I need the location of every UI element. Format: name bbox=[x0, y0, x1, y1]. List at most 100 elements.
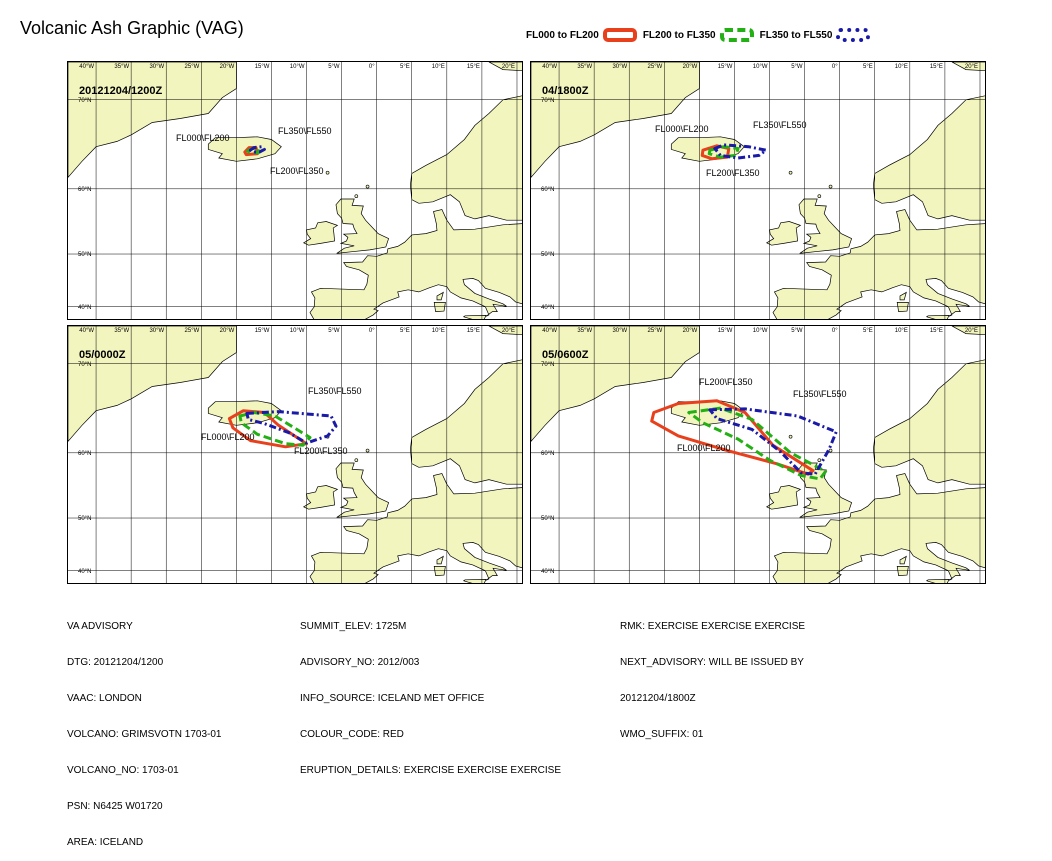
land-greenland bbox=[531, 326, 700, 442]
lon-tick-label: 0° bbox=[369, 64, 375, 70]
land-svalbard-tip bbox=[951, 62, 985, 72]
ash-level-label: FL350\FL550 bbox=[278, 126, 332, 136]
ash-level-label: FL350\FL550 bbox=[308, 386, 362, 396]
info-line: COLOUR_CODE: RED bbox=[300, 729, 404, 740]
legend-swatch-fl000-fl200 bbox=[602, 28, 637, 42]
map-panel-4[interactable]: 40°W 35°W 30°W 25°W 20°W 15°W 10°W 5°W 0° 5°E 10°E… bbox=[530, 325, 986, 584]
lon-tick-label: 15°E bbox=[930, 328, 943, 334]
panel-time-label: 05/0000Z bbox=[79, 349, 126, 361]
lon-tick-label: 5°W bbox=[328, 328, 340, 334]
ash-level-label: FL200\FL350 bbox=[706, 168, 760, 178]
legend-swatch-fl200-fl350 bbox=[719, 28, 754, 42]
land-greenland bbox=[531, 62, 700, 178]
lon-tick-label: 15°W bbox=[718, 328, 733, 334]
lon-tick-label: 25°W bbox=[648, 64, 663, 70]
ash-area-fl350-to-fl550[interactable] bbox=[708, 407, 838, 476]
lon-tick-label: 35°W bbox=[577, 64, 592, 70]
panel-time-label: 05/0600Z bbox=[542, 349, 589, 361]
info-line: INFO_SOURCE: ICELAND MET OFFICE bbox=[300, 693, 485, 704]
lat-tick-label: 40°N bbox=[541, 569, 554, 575]
ash-area-fl350-to-fl550[interactable] bbox=[245, 410, 338, 445]
land-great-britain bbox=[798, 198, 853, 254]
land-ireland bbox=[765, 485, 802, 510]
lat-tick-label: 70°N bbox=[78, 362, 91, 368]
land-sicily bbox=[462, 579, 487, 583]
ash-level-label: FL000\FL200 bbox=[677, 443, 731, 453]
legend-label-fl200-fl350: FL200 to FL350 bbox=[642, 29, 716, 41]
lon-tick-label: 10°E bbox=[432, 64, 445, 70]
ash-area-fl200-to-fl350[interactable] bbox=[687, 406, 828, 481]
lon-tick-label: 10°W bbox=[290, 328, 305, 334]
legend-label-fl350-fl550: FL350 to FL550 bbox=[759, 29, 833, 41]
land-islet bbox=[788, 434, 793, 439]
ash-area-fl350-to-fl550[interactable] bbox=[713, 143, 768, 160]
map-panel-1[interactable]: 40°W 35°W 30°W 25°W 20°W 15°W 10°W 5°W 0° 5°E 10°E… bbox=[67, 61, 523, 320]
land-svalbard-tip bbox=[488, 326, 522, 336]
lon-tick-label: 15°E bbox=[930, 64, 943, 70]
map-canvas: 40°W 35°W 30°W 25°W 20°W 15°W 10°W 5°W 0° 5°E 10°E… bbox=[531, 326, 985, 583]
lat-tick-label: 70°N bbox=[541, 362, 554, 368]
ash-area-fl350-to-fl550[interactable] bbox=[248, 145, 266, 154]
map-canvas: 40°W 35°W 30°W 25°W 20°W 15°W 10°W 5°W 0° 5°E 10°E… bbox=[68, 326, 522, 583]
lon-tick-label: 5°E bbox=[400, 64, 410, 70]
lat-tick-label: 70°N bbox=[541, 98, 554, 104]
lon-tick-label: 20°E bbox=[502, 328, 515, 334]
lon-tick-label: 10°W bbox=[753, 328, 768, 334]
land-continent bbox=[772, 473, 985, 583]
lon-tick-label: 10°E bbox=[432, 328, 445, 334]
info-line: VOLCANO: GRIMSVOTN 1703-01 bbox=[67, 729, 222, 740]
ash-level-label: FL350\FL550 bbox=[753, 120, 807, 130]
land-great-britain bbox=[335, 198, 390, 254]
lon-tick-label: 20°E bbox=[965, 328, 978, 334]
land-sicily bbox=[925, 579, 950, 583]
info-line: ADVISORY_NO: 2012/003 bbox=[300, 657, 420, 668]
land-ireland bbox=[302, 221, 339, 246]
lon-tick-label: 40°W bbox=[79, 328, 94, 334]
advisory-info-col2: SUMMIT_ELEV: 1725M ADVISORY_NO: 2012/003… bbox=[300, 597, 561, 789]
ash-level-label: FL200\FL350 bbox=[699, 377, 753, 387]
ash-level-label: FL000\FL200 bbox=[176, 133, 230, 143]
ash-area-fl200-to-fl350[interactable] bbox=[707, 145, 740, 159]
lon-tick-label: 15°W bbox=[255, 328, 270, 334]
lat-tick-label: 60°N bbox=[541, 451, 554, 457]
lon-tick-label: 5°E bbox=[863, 328, 873, 334]
panel-time-label: 04/1800Z bbox=[542, 85, 589, 97]
land-greenland bbox=[68, 62, 237, 178]
info-line: AREA: ICELAND bbox=[67, 837, 144, 848]
lat-tick-label: 70°N bbox=[78, 98, 91, 104]
land-corsica bbox=[436, 555, 444, 565]
lon-tick-label: 35°W bbox=[114, 328, 129, 334]
info-line: PSN: N6425 W01720 bbox=[67, 801, 163, 812]
map-canvas: 40°W 35°W 30°W 25°W 20°W 15°W 10°W 5°W 0° 5°E 10°E… bbox=[68, 62, 522, 319]
lon-tick-label: 5°E bbox=[863, 64, 873, 70]
info-line: VA ADVISORY bbox=[67, 621, 133, 632]
lon-tick-label: 20°W bbox=[220, 64, 235, 70]
lon-tick-label: 25°W bbox=[185, 64, 200, 70]
map-panel-2[interactable]: 40°W 35°W 30°W 25°W 20°W 15°W 10°W 5°W 0° 5°E 10°E… bbox=[530, 61, 986, 320]
lon-tick-label: 15°W bbox=[718, 64, 733, 70]
lon-tick-label: 0° bbox=[832, 64, 838, 70]
lon-tick-label: 5°W bbox=[791, 64, 803, 70]
info-line: WMO_SUFFIX: 01 bbox=[620, 729, 704, 740]
lon-tick-label: 40°W bbox=[79, 64, 94, 70]
land-greenland bbox=[68, 326, 237, 442]
info-line: ERUPTION_DETAILS: EXERCISE EXERCISE EXER… bbox=[300, 765, 561, 776]
map-canvas: 40°W 35°W 30°W 25°W 20°W 15°W 10°W 5°W 0° 5°E 10°E… bbox=[531, 62, 985, 319]
ash-area-fl200-to-fl350[interactable] bbox=[238, 411, 312, 447]
land-islet bbox=[365, 184, 370, 189]
lat-tick-label: 50°N bbox=[541, 516, 554, 522]
lon-tick-label: 30°W bbox=[612, 328, 627, 334]
land-svalbard-tip bbox=[488, 62, 522, 72]
lon-tick-label: 5°W bbox=[791, 328, 803, 334]
panel-time-label: 20121204/1200Z bbox=[79, 85, 162, 97]
lon-tick-label: 20°W bbox=[220, 328, 235, 334]
lon-tick-label: 5°W bbox=[328, 64, 340, 70]
land-islet bbox=[817, 458, 822, 462]
land-corsica bbox=[899, 555, 907, 565]
land-sicily bbox=[462, 315, 487, 319]
lon-tick-label: 10°W bbox=[290, 64, 305, 70]
land-great-britain bbox=[335, 462, 390, 518]
advisory-info-col3: RMK: EXERCISE EXERCISE EXERCISE NEXT_ADV… bbox=[620, 597, 805, 753]
map-panel-3[interactable]: 40°W 35°W 30°W 25°W 20°W 15°W 10°W 5°W 0° 5°E 10°E… bbox=[67, 325, 523, 584]
lat-tick-label: 40°N bbox=[78, 569, 91, 575]
